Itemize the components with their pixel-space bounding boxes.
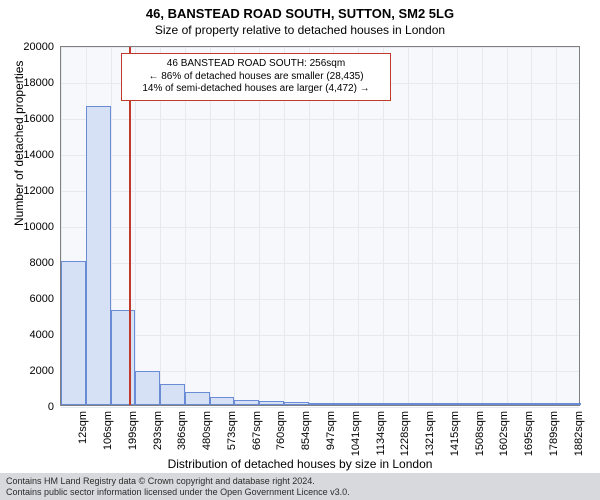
ytick-label: 0 bbox=[4, 401, 54, 413]
histogram-bar bbox=[531, 403, 556, 405]
plot-area: 0200040006000800010000120001400016000180… bbox=[60, 46, 580, 406]
xtick-label: 854sqm bbox=[300, 411, 312, 450]
gridline-v bbox=[284, 47, 285, 405]
xtick-label: 293sqm bbox=[152, 411, 164, 450]
histogram-bar bbox=[556, 403, 581, 405]
xtick-label: 573sqm bbox=[226, 411, 238, 450]
gridline-h bbox=[61, 119, 579, 120]
histogram-bar bbox=[61, 261, 86, 405]
footer-line-1: Contains HM Land Registry data © Crown c… bbox=[6, 476, 594, 486]
gridline-v bbox=[432, 47, 433, 405]
x-axis-label: Distribution of detached houses by size … bbox=[0, 457, 600, 471]
gridline-h bbox=[61, 407, 579, 408]
histogram-bar bbox=[160, 384, 185, 405]
gridline-v bbox=[160, 47, 161, 405]
histogram-bar bbox=[457, 403, 482, 405]
ytick-label: 14000 bbox=[4, 149, 54, 161]
gridline-v bbox=[358, 47, 359, 405]
ytick-label: 18000 bbox=[4, 77, 54, 89]
xtick-label: 386sqm bbox=[176, 411, 188, 450]
ytick-label: 20000 bbox=[4, 41, 54, 53]
histogram-bar bbox=[185, 392, 210, 406]
xtick-label: 480sqm bbox=[201, 411, 213, 450]
histogram-bar bbox=[482, 403, 507, 405]
xtick-label: 1321sqm bbox=[424, 411, 436, 456]
annotation-line: ← 86% of detached houses are smaller (28… bbox=[128, 71, 384, 84]
gridline-h bbox=[61, 155, 579, 156]
gridline-v bbox=[333, 47, 334, 405]
ytick-label: 8000 bbox=[4, 257, 54, 269]
gridline-v bbox=[556, 47, 557, 405]
gridline-v bbox=[185, 47, 186, 405]
gridline-v bbox=[234, 47, 235, 405]
gridline-v bbox=[457, 47, 458, 405]
gridline-h bbox=[61, 191, 579, 192]
title-main: 46, BANSTEAD ROAD SOUTH, SUTTON, SM2 5LG bbox=[0, 0, 600, 21]
histogram-bar bbox=[507, 403, 532, 405]
histogram-bar bbox=[111, 310, 136, 405]
histogram-bar bbox=[284, 402, 309, 405]
gridline-h bbox=[61, 263, 579, 264]
xtick-label: 1789sqm bbox=[548, 411, 560, 456]
title-sub: Size of property relative to detached ho… bbox=[0, 21, 600, 41]
ytick-label: 12000 bbox=[4, 185, 54, 197]
histogram-bar bbox=[234, 400, 259, 405]
ytick-label: 6000 bbox=[4, 293, 54, 305]
xtick-label: 1041sqm bbox=[350, 411, 362, 456]
xtick-label: 106sqm bbox=[102, 411, 114, 450]
gridline-h bbox=[61, 335, 579, 336]
xtick-label: 760sqm bbox=[275, 411, 287, 450]
chart-area: 0200040006000800010000120001400016000180… bbox=[60, 46, 580, 406]
ytick-label: 4000 bbox=[4, 329, 54, 341]
gridline-v bbox=[531, 47, 532, 405]
xtick-label: 1882sqm bbox=[573, 411, 585, 456]
xtick-label: 1695sqm bbox=[523, 411, 535, 456]
gridline-v bbox=[482, 47, 483, 405]
annotation-line: 46 BANSTEAD ROAD SOUTH: 256sqm bbox=[128, 58, 384, 71]
histogram-bar bbox=[259, 401, 284, 405]
histogram-bar bbox=[309, 403, 334, 405]
ytick-label: 2000 bbox=[4, 365, 54, 377]
gridline-v bbox=[259, 47, 260, 405]
annotation-box: 46 BANSTEAD ROAD SOUTH: 256sqm← 86% of d… bbox=[121, 53, 391, 101]
annotation-line: 14% of semi-detached houses are larger (… bbox=[128, 83, 384, 96]
histogram-bar bbox=[358, 403, 383, 405]
gridline-v bbox=[309, 47, 310, 405]
gridline-h bbox=[61, 299, 579, 300]
xtick-label: 1415sqm bbox=[449, 411, 461, 456]
xtick-label: 1134sqm bbox=[375, 411, 387, 455]
histogram-bar bbox=[383, 403, 408, 405]
gridline-v bbox=[408, 47, 409, 405]
gridline-v bbox=[507, 47, 508, 405]
gridline-v bbox=[383, 47, 384, 405]
xtick-label: 667sqm bbox=[251, 411, 263, 450]
ytick-label: 16000 bbox=[4, 113, 54, 125]
histogram-bar bbox=[333, 403, 358, 405]
xtick-label: 1228sqm bbox=[399, 411, 411, 456]
footer-line-2: Contains public sector information licen… bbox=[6, 487, 594, 497]
footer: Contains HM Land Registry data © Crown c… bbox=[0, 473, 600, 500]
xtick-label: 1602sqm bbox=[498, 411, 510, 456]
gridline-h bbox=[61, 227, 579, 228]
histogram-bar bbox=[86, 106, 111, 405]
gridline-v bbox=[210, 47, 211, 405]
reference-line bbox=[129, 47, 131, 405]
gridline-v bbox=[135, 47, 136, 405]
gridline-h bbox=[61, 47, 579, 48]
histogram-bar bbox=[408, 403, 433, 405]
xtick-label: 947sqm bbox=[325, 411, 337, 450]
histogram-bar bbox=[432, 403, 457, 405]
ytick-label: 10000 bbox=[4, 221, 54, 233]
xtick-label: 1508sqm bbox=[474, 411, 486, 456]
xtick-label: 12sqm bbox=[77, 411, 89, 444]
xtick-label: 199sqm bbox=[127, 411, 139, 450]
histogram-bar bbox=[135, 371, 160, 405]
histogram-bar bbox=[210, 397, 235, 405]
